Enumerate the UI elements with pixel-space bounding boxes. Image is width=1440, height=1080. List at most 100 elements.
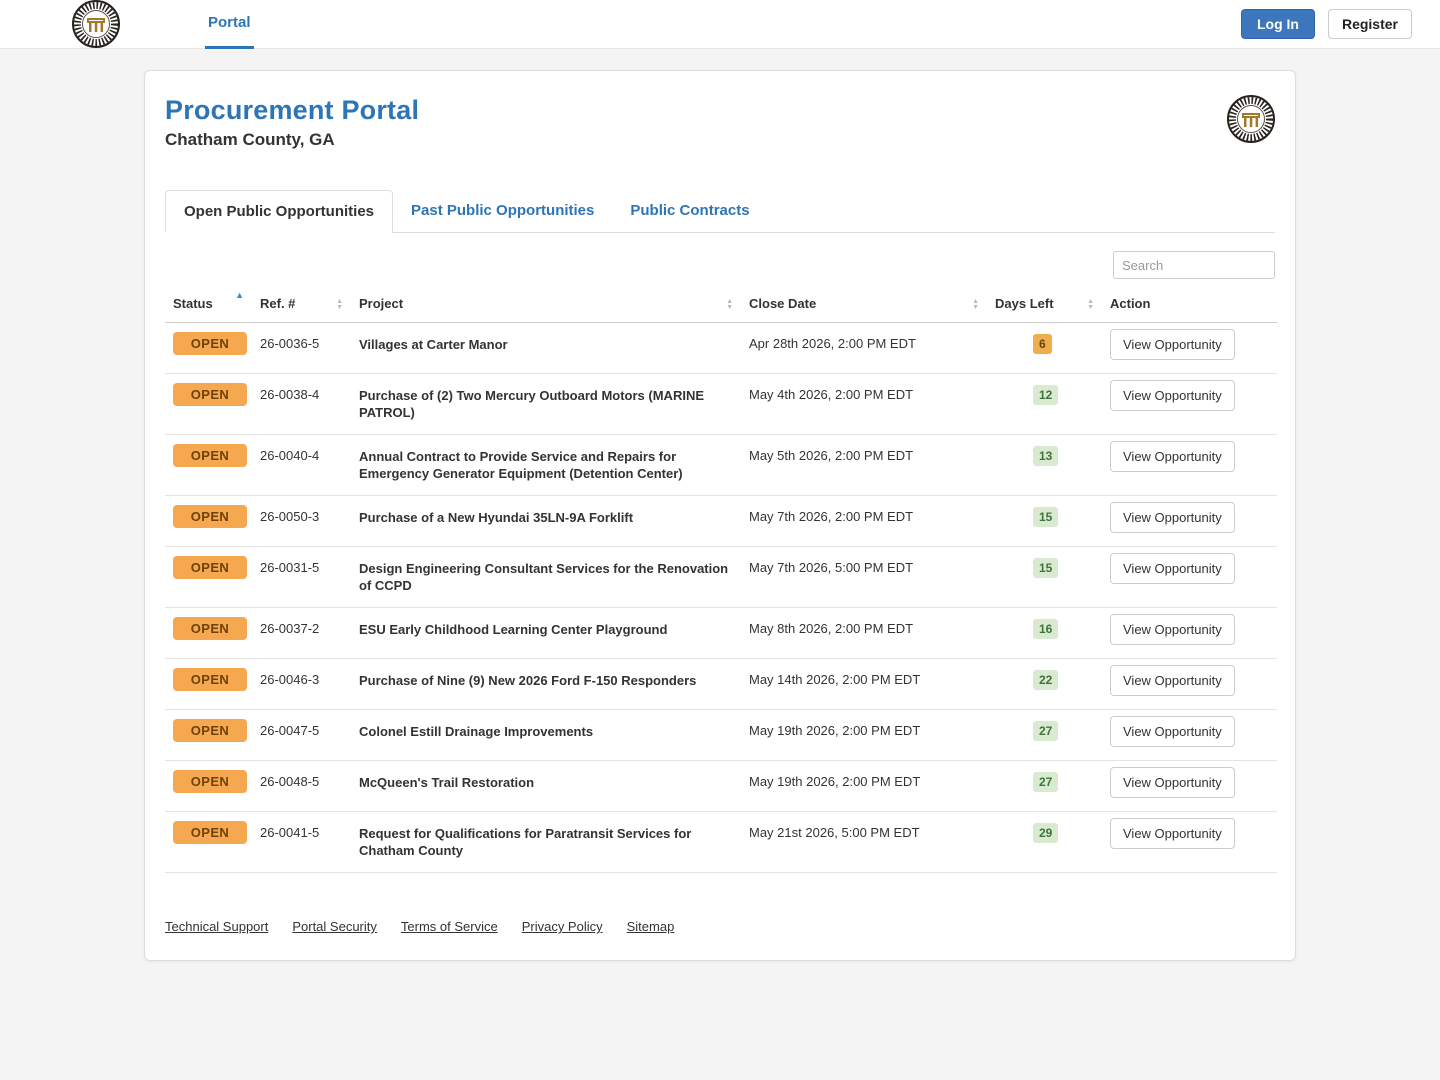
close-date: Apr 28th 2026, 2:00 PM EDT — [741, 322, 987, 374]
days-left-badge: 16 — [1033, 619, 1059, 639]
ref-number: 26-0047-5 — [252, 709, 351, 761]
close-date: May 7th 2026, 2:00 PM EDT — [741, 495, 987, 547]
project-name: Annual Contract to Provide Service and R… — [351, 434, 741, 496]
project-name: Purchase of (2) Two Mercury Outboard Mot… — [351, 373, 741, 435]
procurement-portal-card: Procurement Portal Chatham County, GA Op… — [144, 70, 1296, 961]
county-seal-logo — [1227, 95, 1275, 143]
tab-bar: Open Public Opportunities Past Public Op… — [165, 190, 1275, 233]
footer-link-technical-support[interactable]: Technical Support — [165, 919, 269, 934]
table-row: OPEN 26-0037-2 ESU Early Childhood Learn… — [165, 607, 1277, 659]
login-button[interactable]: Log In — [1240, 9, 1315, 39]
footer-link-sitemap[interactable]: Sitemap — [626, 919, 675, 934]
view-opportunity-button[interactable]: View Opportunity — [1110, 818, 1235, 849]
days-left-badge: 15 — [1033, 507, 1059, 527]
days-left-badge: 13 — [1033, 446, 1059, 466]
days-left-cell: 16 — [987, 607, 1102, 659]
table-row: OPEN 26-0050-3 Purchase of a New Hyundai… — [165, 495, 1277, 547]
table-row: OPEN 26-0041-5 Request for Qualification… — [165, 811, 1277, 873]
ref-number: 26-0040-4 — [252, 434, 351, 496]
close-date: May 19th 2026, 2:00 PM EDT — [741, 709, 987, 761]
status-badge: OPEN — [173, 383, 247, 406]
col-label-status: Status — [173, 296, 213, 311]
action-cell: View Opportunity — [1102, 811, 1277, 873]
close-date: May 19th 2026, 2:00 PM EDT — [741, 760, 987, 812]
days-left-badge: 29 — [1033, 823, 1059, 843]
register-button[interactable]: Register — [1327, 9, 1412, 39]
view-opportunity-button[interactable]: View Opportunity — [1110, 380, 1235, 411]
ref-number: 26-0041-5 — [252, 811, 351, 873]
sort-arrows-icon: ▲ ▼ — [726, 297, 733, 311]
status-badge: OPEN — [173, 444, 247, 467]
view-opportunity-button[interactable]: View Opportunity — [1110, 716, 1235, 747]
action-cell: View Opportunity — [1102, 322, 1277, 374]
action-cell: View Opportunity — [1102, 658, 1277, 710]
county-seal-logo — [72, 0, 120, 48]
status-badge: OPEN — [173, 505, 247, 528]
page-subtitle: Chatham County, GA — [165, 130, 335, 149]
ref-number: 26-0031-5 — [252, 546, 351, 608]
status-badge: OPEN — [173, 770, 247, 793]
days-left-badge: 15 — [1033, 558, 1059, 578]
ref-number: 26-0038-4 — [252, 373, 351, 435]
action-cell: View Opportunity — [1102, 709, 1277, 761]
search-input[interactable] — [1113, 251, 1275, 279]
status-badge: OPEN — [173, 821, 247, 844]
status-badge: OPEN — [173, 617, 247, 640]
project-name: Purchase of Nine (9) New 2026 Ford F-150… — [351, 658, 741, 710]
days-left-cell: 12 — [987, 373, 1102, 435]
col-header-close-date[interactable]: Close Date ▲ ▼ — [741, 287, 987, 323]
footer-link-privacy-policy[interactable]: Privacy Policy — [521, 919, 603, 934]
top-navbar: Portal Log In Register — [0, 0, 1440, 49]
close-date: May 4th 2026, 2:00 PM EDT — [741, 373, 987, 435]
view-opportunity-button[interactable]: View Opportunity — [1110, 614, 1235, 645]
action-cell: View Opportunity — [1102, 760, 1277, 812]
view-opportunity-button[interactable]: View Opportunity — [1110, 502, 1235, 533]
sort-arrows-icon: ▲ ▼ — [336, 297, 343, 311]
project-name: Colonel Estill Drainage Improvements — [351, 709, 741, 761]
view-opportunity-button[interactable]: View Opportunity — [1110, 329, 1235, 360]
table-header-row: Status ▲ Ref. # ▲ ▼ Project ▲ ▼ Close Date… — [165, 287, 1277, 323]
days-left-cell: 27 — [987, 760, 1102, 812]
tab-past-public-opportunities[interactable]: Past Public Opportunities — [411, 202, 595, 219]
col-header-days-left[interactable]: Days Left ▲ ▼ — [987, 287, 1102, 323]
project-name: Request for Qualifications for Paratrans… — [351, 811, 741, 873]
col-header-status[interactable]: Status ▲ — [165, 287, 252, 323]
search-row — [165, 251, 1275, 279]
project-name: McQueen's Trail Restoration — [351, 760, 741, 812]
view-opportunity-button[interactable]: View Opportunity — [1110, 665, 1235, 696]
col-label-close-date: Close Date — [749, 296, 817, 311]
status-cell: OPEN — [165, 607, 252, 659]
status-cell: OPEN — [165, 658, 252, 710]
table-row: OPEN 26-0046-3 Purchase of Nine (9) New … — [165, 658, 1277, 710]
footer-link-portal-security[interactable]: Portal Security — [292, 919, 377, 934]
sort-arrows-icon: ▲ ▼ — [972, 297, 979, 311]
days-left-badge: 12 — [1033, 385, 1059, 405]
days-left-badge: 6 — [1033, 334, 1052, 354]
days-left-cell: 22 — [987, 658, 1102, 710]
status-cell: OPEN — [165, 811, 252, 873]
table-row: OPEN 26-0031-5 Design Engineering Consul… — [165, 546, 1277, 608]
status-badge: OPEN — [173, 556, 247, 579]
action-cell: View Opportunity — [1102, 546, 1277, 608]
project-name: Purchase of a New Hyundai 35LN-9A Forkli… — [351, 495, 741, 547]
col-header-project[interactable]: Project ▲ ▼ — [351, 287, 741, 323]
col-header-ref[interactable]: Ref. # ▲ ▼ — [252, 287, 351, 323]
view-opportunity-button[interactable]: View Opportunity — [1110, 553, 1235, 584]
days-left-cell: 13 — [987, 434, 1102, 496]
tab-public-contracts[interactable]: Public Contracts — [630, 202, 750, 219]
view-opportunity-button[interactable]: View Opportunity — [1110, 767, 1235, 798]
nav-link-portal[interactable]: Portal — [205, 0, 254, 49]
ref-number: 26-0048-5 — [252, 760, 351, 812]
footer-link-terms-of-service[interactable]: Terms of Service — [400, 919, 498, 934]
footer-links: Technical Support Portal Security Terms … — [165, 919, 1275, 934]
status-cell: OPEN — [165, 495, 252, 547]
ref-number: 26-0036-5 — [252, 322, 351, 374]
status-cell: OPEN — [165, 709, 252, 761]
sort-ascending-icon: ▲ — [235, 290, 244, 300]
tab-open-public-opportunities[interactable]: Open Public Opportunities — [165, 190, 394, 233]
close-date: May 8th 2026, 2:00 PM EDT — [741, 607, 987, 659]
view-opportunity-button[interactable]: View Opportunity — [1110, 441, 1235, 472]
days-left-cell: 15 — [987, 546, 1102, 608]
ref-number: 26-0050-3 — [252, 495, 351, 547]
close-date: May 7th 2026, 5:00 PM EDT — [741, 546, 987, 608]
